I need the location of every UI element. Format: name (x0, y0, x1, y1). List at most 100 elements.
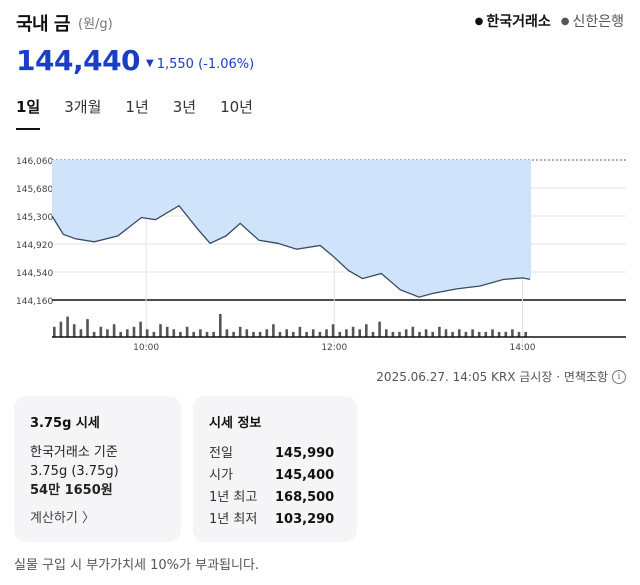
price-row: 144,440 ▼ 1,550 (-1.06%) (16, 44, 254, 84)
volume-bar (418, 331, 421, 337)
volume-bar (385, 329, 388, 337)
unit-label: (원/g) (78, 17, 113, 32)
volume-bar (192, 331, 195, 337)
tab-3y[interactable]: 3년 (172, 98, 197, 116)
info-key: 시가 (209, 468, 233, 483)
volume-bar (298, 326, 302, 337)
volume-bar (212, 331, 215, 337)
volume-bar (112, 324, 116, 337)
volume-bar (59, 321, 63, 337)
volume-bar (225, 329, 229, 337)
tab-1y[interactable]: 1년 (125, 98, 149, 116)
tab-10y[interactable]: 10년 (220, 98, 253, 116)
volume-bar (172, 329, 176, 337)
volume-bar (318, 331, 322, 337)
volume-bar (404, 329, 408, 337)
source-krx[interactable]: ● 한국거래소 (475, 11, 551, 31)
volume-bar (471, 329, 474, 337)
volume-bar (325, 329, 328, 337)
period-tabs: 1일 3개월 1년 3년 10년 (16, 96, 253, 130)
chart-meta: 2025.06.27. 14:05 KRX 금시장 · 면책조항 i (376, 368, 626, 385)
volume-bar (458, 329, 461, 337)
volume-bar (53, 326, 56, 337)
volume-bar (152, 331, 156, 337)
info-value: 145,400 (275, 468, 335, 483)
down-triangle-icon: ▼ (146, 58, 154, 69)
volume-bar (126, 329, 129, 337)
y-tick-label: 145,680 (16, 185, 53, 195)
volume-bar (378, 321, 381, 337)
volume-bar (338, 331, 342, 337)
info-icon[interactable]: i (612, 369, 626, 384)
volume-bar (132, 326, 136, 337)
info-row: 1년 최고 168,500 (209, 487, 341, 509)
volume-bar (371, 331, 375, 337)
meta-text: 2025.06.27. 14:05 KRX 금시장 · 면책조항 (376, 370, 608, 384)
volume-bar (497, 331, 501, 337)
volume-bar (205, 331, 209, 337)
price-chart[interactable]: 146,060 145,680 145,300 144,920 144,540 144,1… (0, 150, 640, 360)
y-tick-label: 144,160 (16, 297, 53, 307)
header: 국내 금 (원/g) ● 한국거래소 ● 신한은행 (16, 8, 624, 36)
info-row: 시가 145,400 (209, 465, 341, 487)
bullet-icon: ● (560, 15, 570, 27)
tab-1d[interactable]: 1일 (16, 96, 41, 130)
price-area (52, 160, 531, 298)
volume-bar (431, 331, 434, 337)
price-change: 1,550 (-1.06%) (157, 57, 255, 72)
volume-bar (185, 326, 189, 337)
volume-bar (86, 319, 89, 337)
card-basis: 한국거래소 기준 (30, 445, 118, 460)
volume-bar (351, 326, 355, 337)
volume-bar (72, 324, 76, 337)
volume-bar (165, 326, 169, 337)
volume-bar (119, 331, 122, 337)
volume-bar (477, 331, 481, 337)
volume-bar (265, 329, 269, 337)
volume-bar (292, 331, 295, 337)
volume-bar (232, 331, 235, 337)
price-line (51, 204, 531, 298)
volume-bar (524, 331, 527, 337)
card-weight: 3.75g (3.75g) (30, 464, 119, 479)
source-krx-label: 한국거래소 (486, 14, 551, 30)
calculate-link[interactable]: 계산하기 〉 (30, 511, 95, 526)
volume-bar (99, 326, 103, 337)
volume-bar (444, 329, 448, 337)
info-row: 전일 145,990 (209, 443, 341, 465)
info-key: 1년 최고 (209, 490, 258, 505)
source-shinhan[interactable]: ● 신한은행 (561, 11, 624, 31)
tab-3m[interactable]: 3개월 (64, 98, 102, 116)
volume-bar (517, 331, 521, 337)
volume-bar (491, 329, 494, 337)
volume-bar (92, 331, 96, 337)
info-value: 103,290 (275, 512, 335, 527)
volume-bar (438, 326, 441, 337)
vat-footnote: 실물 구입 시 부가가치세 10%가 부과됩니다. (14, 558, 260, 573)
volume-bar (245, 329, 249, 337)
volume-bar (358, 329, 361, 337)
volume-bar (464, 331, 468, 337)
volume-bar (398, 331, 401, 337)
y-tick-label: 145,300 (16, 213, 53, 223)
volume-bar (305, 331, 308, 337)
volume-bar (451, 331, 454, 337)
volume-bar (484, 331, 488, 337)
card-price: 54만 1650원 (30, 483, 113, 498)
y-tick-label: 144,540 (16, 269, 53, 279)
source-shinhan-label: 신한은행 (572, 14, 624, 30)
price-info-card: 시세 정보 전일 145,990 시가 145,400 1년 최고 168,500 1… (193, 396, 357, 542)
volume-bar (159, 324, 162, 337)
y-tick-label: 146,060 (16, 157, 53, 167)
volume-bar (66, 316, 69, 337)
page-title: 국내 금 (16, 14, 70, 35)
volume-bar (238, 326, 242, 337)
info-row: 1년 최저 103,290 (209, 509, 341, 531)
info-value: 145,990 (275, 446, 335, 461)
card-title: 시세 정보 (209, 416, 262, 431)
volume-bar (258, 331, 262, 337)
volume-bar (331, 324, 335, 337)
volume-bar (219, 314, 222, 337)
info-key: 1년 최저 (209, 512, 258, 527)
market-price-card: 3.75g 시세 한국거래소 기준 3.75g (3.75g) 54만 1650… (14, 396, 181, 542)
